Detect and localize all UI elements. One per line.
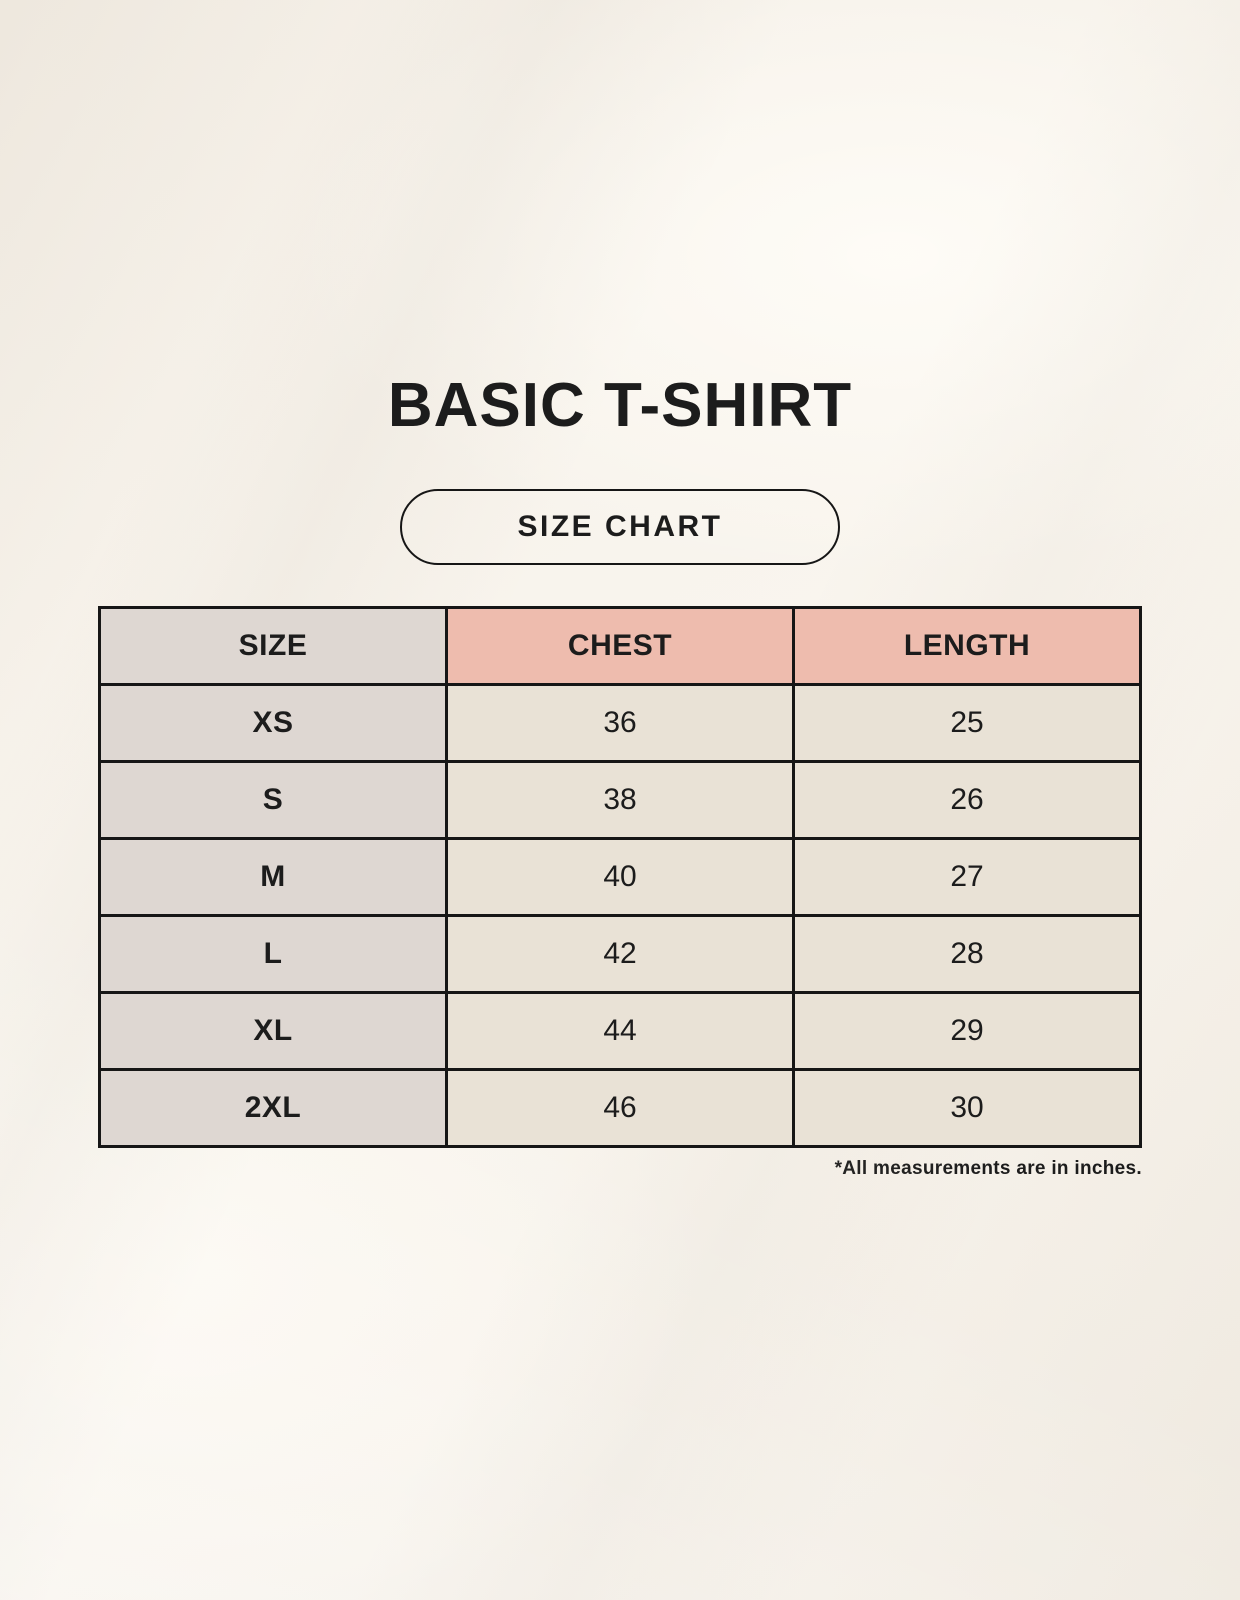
size-label: XL	[98, 991, 448, 1071]
size-chart-badge-label: SIZE CHART	[517, 510, 723, 543]
length-value: 26	[792, 760, 1142, 840]
length-value: 25	[792, 683, 1142, 763]
table-row: M 40 27	[98, 837, 1142, 917]
size-label: S	[98, 760, 448, 840]
page-title: BASIC T-SHIRT	[387, 371, 853, 440]
table-row: L 42 28	[98, 914, 1142, 994]
length-value: 29	[792, 991, 1142, 1071]
measurements-footnote: *All measurements are in inches.	[834, 1158, 1142, 1179]
table-row: XS 36 25	[98, 683, 1142, 763]
size-label: 2XL	[98, 1068, 448, 1148]
chest-value: 42	[445, 914, 795, 994]
size-label: L	[98, 914, 448, 994]
chest-value: 46	[445, 1068, 795, 1148]
table-row: XL 44 29	[98, 991, 1142, 1071]
size-table: SIZE CHEST LENGTH XS 36 25 S 38 26 M	[98, 606, 1142, 1148]
size-label: XS	[98, 683, 448, 763]
length-value: 30	[792, 1068, 1142, 1148]
size-chart-badge: SIZE CHART	[400, 489, 840, 565]
table-header-row: SIZE CHEST LENGTH	[98, 606, 1142, 686]
table-row: 2XL 46 30	[98, 1068, 1142, 1148]
column-header-length: LENGTH	[792, 606, 1142, 686]
chest-value: 36	[445, 683, 795, 763]
column-header-chest: CHEST	[445, 606, 795, 686]
length-value: 28	[792, 914, 1142, 994]
size-table-container: SIZE CHEST LENGTH XS 36 25 S 38 26 M	[98, 606, 1142, 1148]
chest-value: 38	[445, 760, 795, 840]
chest-value: 40	[445, 837, 795, 917]
column-header-size: SIZE	[98, 606, 448, 686]
size-label: M	[98, 837, 448, 917]
chest-value: 44	[445, 991, 795, 1071]
length-value: 27	[792, 837, 1142, 917]
table-row: S 38 26	[98, 760, 1142, 840]
